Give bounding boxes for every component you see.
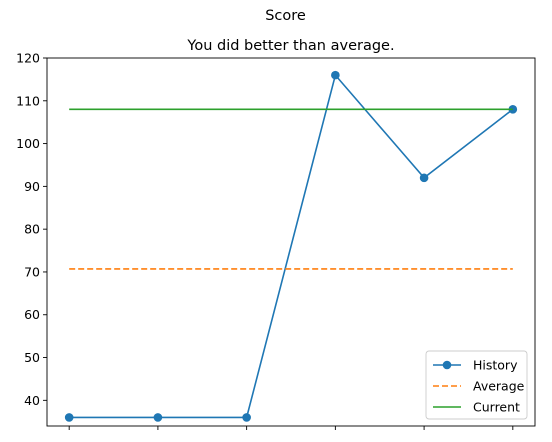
legend: History Average Current [425,350,528,420]
legend-label-current: Current [473,400,520,415]
data-point-history [242,413,251,422]
data-point-history [419,173,429,183]
y-axis: 40 50 60 70 80 90 100 110 120 [16,51,47,408]
figure-title: Score [265,8,306,24]
legend-box [425,350,528,420]
x-axis [68,426,514,430]
chart-subtitle: You did better than average. [186,38,394,54]
legend-label-history: History [473,358,518,373]
legend-marker-history [442,360,452,370]
y-tick-label: 110 [16,93,40,108]
data-point-history [153,413,163,422]
y-tick-label: 50 [24,350,40,365]
series-line-history [69,73,514,419]
legend-label-average: Average [473,379,525,394]
data-point-history [331,70,340,80]
y-tick-label: 60 [24,307,40,322]
y-tick-label: 40 [24,393,40,408]
data-point-history [64,413,74,422]
y-tick-label: 120 [16,51,40,66]
series-layer [64,70,518,422]
y-tick-label: 90 [24,179,40,194]
y-tick-label: 80 [24,222,40,237]
plot-frame [46,57,536,427]
y-tick-label: 70 [24,264,40,279]
y-tick-label: 100 [16,136,40,151]
